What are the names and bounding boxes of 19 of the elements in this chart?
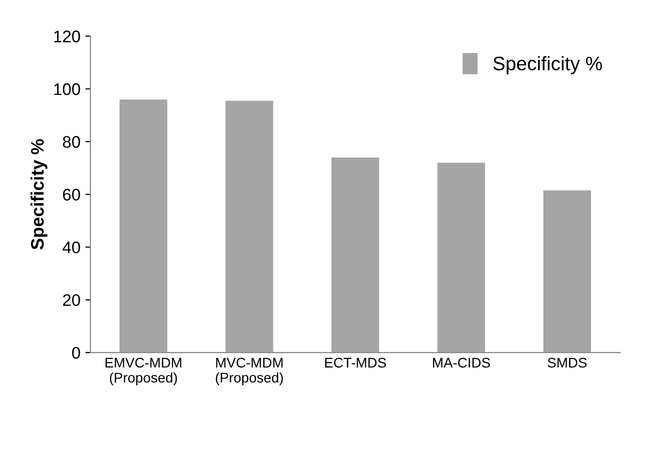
y-axis-title: Specificity % bbox=[30, 139, 48, 250]
x-tick-label: MA-CIDS bbox=[433, 358, 490, 368]
bar bbox=[120, 99, 168, 353]
y-tick-label: 40 bbox=[62, 241, 80, 254]
bar bbox=[543, 190, 592, 353]
y-tick-label: 60 bbox=[63, 188, 80, 201]
y-tick-label: 80 bbox=[62, 136, 80, 148]
bar bbox=[437, 162, 486, 353]
y-tick-label: 0 bbox=[72, 346, 80, 359]
x-tick-label: SMDS bbox=[548, 358, 587, 368]
y-tick-label: 100 bbox=[54, 83, 80, 96]
bar bbox=[226, 100, 274, 353]
y-tick-label: 120 bbox=[54, 30, 80, 42]
bar bbox=[331, 157, 380, 353]
x-tick-label: ECT-MDS bbox=[325, 358, 386, 368]
x-tick-label: EMVC-MDM (Proposed) bbox=[106, 358, 182, 386]
legend-label: Specificity % bbox=[493, 56, 602, 74]
x-tick-label: MVC-MDM (Proposed) bbox=[216, 358, 283, 386]
y-tick-label: 20 bbox=[63, 294, 80, 306]
